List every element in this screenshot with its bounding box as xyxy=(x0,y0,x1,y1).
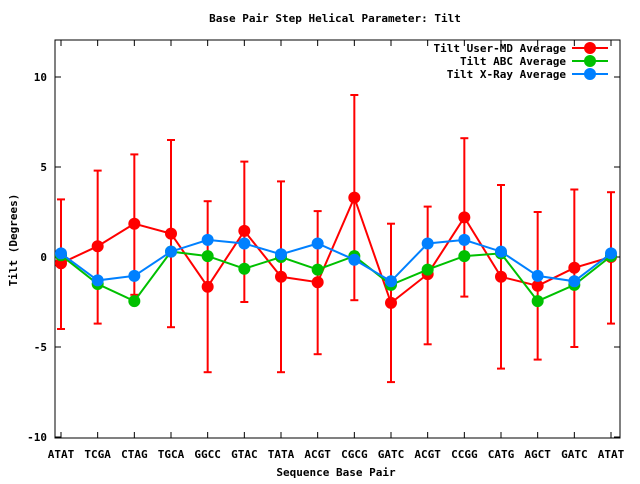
x-tick-label: CATG xyxy=(488,448,515,461)
x-tick-label: ATAT xyxy=(48,448,75,461)
x-tick-label: TATA xyxy=(268,448,295,461)
data-point xyxy=(568,275,581,288)
data-point xyxy=(165,245,177,258)
data-point xyxy=(495,270,507,283)
y-tick-label: 0 xyxy=(40,251,47,264)
data-point xyxy=(605,247,617,260)
x-tick-label: ACGT xyxy=(304,448,331,461)
legend-label: Tilt ABC Average xyxy=(460,55,566,68)
x-tick-label: GATC xyxy=(378,448,405,461)
data-point xyxy=(55,247,67,260)
y-tick-label: 10 xyxy=(34,71,47,84)
legend-marker xyxy=(584,42,596,54)
x-tick-label: ACGT xyxy=(414,448,441,461)
data-point xyxy=(238,237,251,250)
data-point xyxy=(531,279,544,292)
x-tick-label: GATC xyxy=(561,448,588,461)
legend-marker xyxy=(584,55,596,67)
x-tick-label: CTAG xyxy=(121,448,148,461)
series-line-1 xyxy=(60,250,612,303)
x-tick-label: AGCT xyxy=(524,448,551,461)
x-tick-label: ATAT xyxy=(598,448,625,461)
data-point xyxy=(568,261,581,274)
data-point xyxy=(531,295,544,308)
data-point xyxy=(458,250,471,263)
data-point xyxy=(91,240,104,253)
data-point xyxy=(311,237,324,250)
x-tick-label: CCGG xyxy=(451,448,478,461)
plot-frame xyxy=(54,39,621,439)
data-point xyxy=(495,245,507,258)
y-axis-label: Tilt (Degrees) xyxy=(7,194,20,287)
x-tick-label: GTAC xyxy=(231,448,258,461)
data-point xyxy=(201,233,214,246)
data-point xyxy=(201,280,214,293)
data-point xyxy=(421,237,434,250)
data-point xyxy=(275,248,287,261)
x-axis-label: Sequence Base Pair xyxy=(276,466,396,479)
data-point xyxy=(275,270,287,283)
data-point xyxy=(348,191,361,204)
legend-marker xyxy=(584,68,596,80)
legend-label: Tilt X-Ray Average xyxy=(447,68,567,81)
data-point xyxy=(458,211,471,224)
y-tick-label: -10 xyxy=(27,431,47,444)
data-point xyxy=(201,250,214,263)
data-point xyxy=(238,262,251,275)
legend-label: Tilt User-MD Average xyxy=(434,42,567,55)
x-tick-label: TGCA xyxy=(158,448,185,461)
data-point xyxy=(311,263,324,276)
data-point xyxy=(128,217,141,230)
data-point xyxy=(311,276,324,289)
data-point xyxy=(458,233,471,246)
data-point xyxy=(531,269,544,282)
data-point xyxy=(348,253,361,266)
x-tick-label: CGCG xyxy=(341,448,368,461)
y-tick-label: -5 xyxy=(34,341,47,354)
series-line-2 xyxy=(60,238,612,283)
data-point xyxy=(238,224,251,237)
data-point xyxy=(128,295,141,308)
x-tick-label: GGCC xyxy=(194,448,221,461)
data-point xyxy=(385,296,397,309)
chart-title: Base Pair Step Helical Parameter: Tilt xyxy=(209,12,461,25)
data-point xyxy=(165,227,177,240)
x-tick-label: TCGA xyxy=(84,448,111,461)
data-point xyxy=(91,274,104,287)
data-point xyxy=(128,269,141,282)
y-tick-label: 5 xyxy=(40,161,47,174)
series-line-0 xyxy=(60,194,612,305)
data-point xyxy=(385,275,397,288)
data-point xyxy=(421,263,434,276)
